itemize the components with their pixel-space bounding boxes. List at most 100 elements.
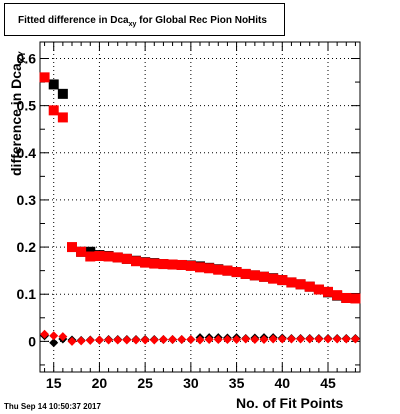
data-point-diamond [259, 334, 269, 344]
data-point-diamond [168, 334, 178, 344]
data-point-square [185, 260, 196, 271]
data-point-diamond [213, 334, 223, 344]
data-point-square [48, 105, 59, 116]
data-point-diamond [49, 331, 59, 341]
data-point-square [313, 284, 324, 295]
data-point-diamond [232, 334, 242, 344]
data-point-square [259, 271, 269, 282]
data-point-square [158, 259, 169, 270]
data-point-square [57, 112, 68, 123]
data-point-square [103, 251, 114, 262]
data-point-square [94, 251, 105, 262]
date-stamp: Thu Sep 14 10:50:37 2017 [4, 402, 101, 411]
data-point-square [231, 267, 242, 278]
data-point-diamond [76, 336, 86, 346]
x-tick-label: 40 [274, 375, 290, 391]
axis-ticks: 15 20 25 30 35 40 45 0 0.1 0.2 0.3 0.4 0.5 0.6 [17, 42, 360, 391]
y-tick-label: 0.4 [17, 145, 37, 161]
x-tick-label: 15 [46, 375, 62, 391]
data-point-diamond [40, 329, 50, 339]
data-point-square [249, 270, 260, 281]
y-tick-label: 0.3 [17, 192, 37, 208]
data-point-square [341, 292, 352, 303]
data-point-square [140, 257, 151, 268]
data-point-diamond [305, 334, 315, 344]
data-point-diamond [204, 334, 214, 344]
data-point-diamond [122, 335, 132, 345]
data-point-diamond [85, 335, 95, 345]
data-point-diamond [94, 335, 104, 345]
data-point-square [76, 246, 87, 257]
x-axis-label: No. of Fit Points [236, 395, 344, 411]
data-point-diamond [286, 334, 296, 344]
x-tick-label: 20 [92, 375, 108, 391]
title-box: Fitted difference in Dcaxy for Global Re… [4, 3, 285, 36]
chart-title-prefix: Fitted difference in Dca [18, 15, 129, 26]
data-point-diamond [104, 335, 114, 345]
data-point-square [195, 262, 205, 273]
data-point-square [304, 281, 315, 292]
data-point-square [39, 72, 50, 83]
data-point-square [277, 275, 288, 286]
data-point-diamond [250, 334, 260, 344]
data-point-square [240, 268, 251, 279]
data-point-square [176, 259, 187, 270]
data-point-diamond [195, 335, 205, 345]
data-point-square [149, 258, 160, 269]
data-point-diamond [323, 334, 333, 344]
y-axis-label-main: difference in Dca [8, 63, 24, 176]
data-point-diamond [131, 335, 141, 345]
data-point-square [167, 259, 178, 270]
x-tick-label: 30 [183, 375, 199, 391]
data-point-diamond [113, 335, 123, 345]
data-point-diamond [332, 334, 342, 344]
data-point-square [268, 273, 279, 284]
data-point-diamond [67, 336, 77, 346]
y-tick-label: 0.5 [17, 98, 37, 114]
data-point-diamond [177, 334, 187, 344]
data-point-square [350, 293, 361, 304]
x-tick-label: 25 [137, 375, 153, 391]
data-point-diamond [149, 335, 159, 345]
data-point-diamond [296, 334, 306, 344]
data-point-diamond [186, 334, 196, 344]
data-point-square [85, 251, 96, 262]
y-tick-label: 0.2 [17, 239, 37, 255]
chart-title-suffix: for Global Rec Pion NoHits [136, 15, 267, 26]
y-tick-label: 0.1 [17, 286, 37, 302]
y-tick-label: 0 [28, 333, 36, 349]
data-points [39, 72, 361, 348]
data-point-square [332, 290, 343, 301]
data-point-square [323, 286, 333, 297]
data-point-diamond [49, 338, 59, 348]
y-axis-label-subscript: XY [17, 51, 27, 64]
data-point-square [112, 252, 123, 263]
data-point-diamond [241, 334, 251, 344]
y-axis-label: difference in DcaXY [8, 6, 27, 176]
data-point-diamond [277, 334, 287, 344]
data-point-square [48, 79, 59, 90]
data-point-diamond [222, 334, 232, 344]
data-point-diamond [268, 334, 278, 344]
data-point-square [213, 264, 224, 275]
x-tick-label: 45 [320, 375, 336, 391]
plot-frame [39, 41, 361, 373]
data-point-diamond [350, 334, 360, 344]
chart-title: Fitted difference in Dcaxy for Global Re… [18, 15, 267, 28]
data-point-square [286, 277, 297, 288]
data-point-square [67, 242, 77, 253]
data-point-diamond [58, 332, 68, 342]
data-point-square [57, 88, 68, 99]
data-point-diamond [314, 334, 324, 344]
data-point-square [204, 263, 215, 274]
data-point-square [222, 265, 233, 276]
data-point-diamond [158, 334, 168, 344]
series-1 [39, 72, 361, 304]
x-tick-label: 35 [229, 375, 245, 391]
data-point-square [121, 253, 132, 264]
data-point-diamond [140, 335, 150, 345]
data-point-square [131, 256, 141, 267]
series-3 [40, 329, 360, 346]
data-point-square [295, 279, 306, 290]
